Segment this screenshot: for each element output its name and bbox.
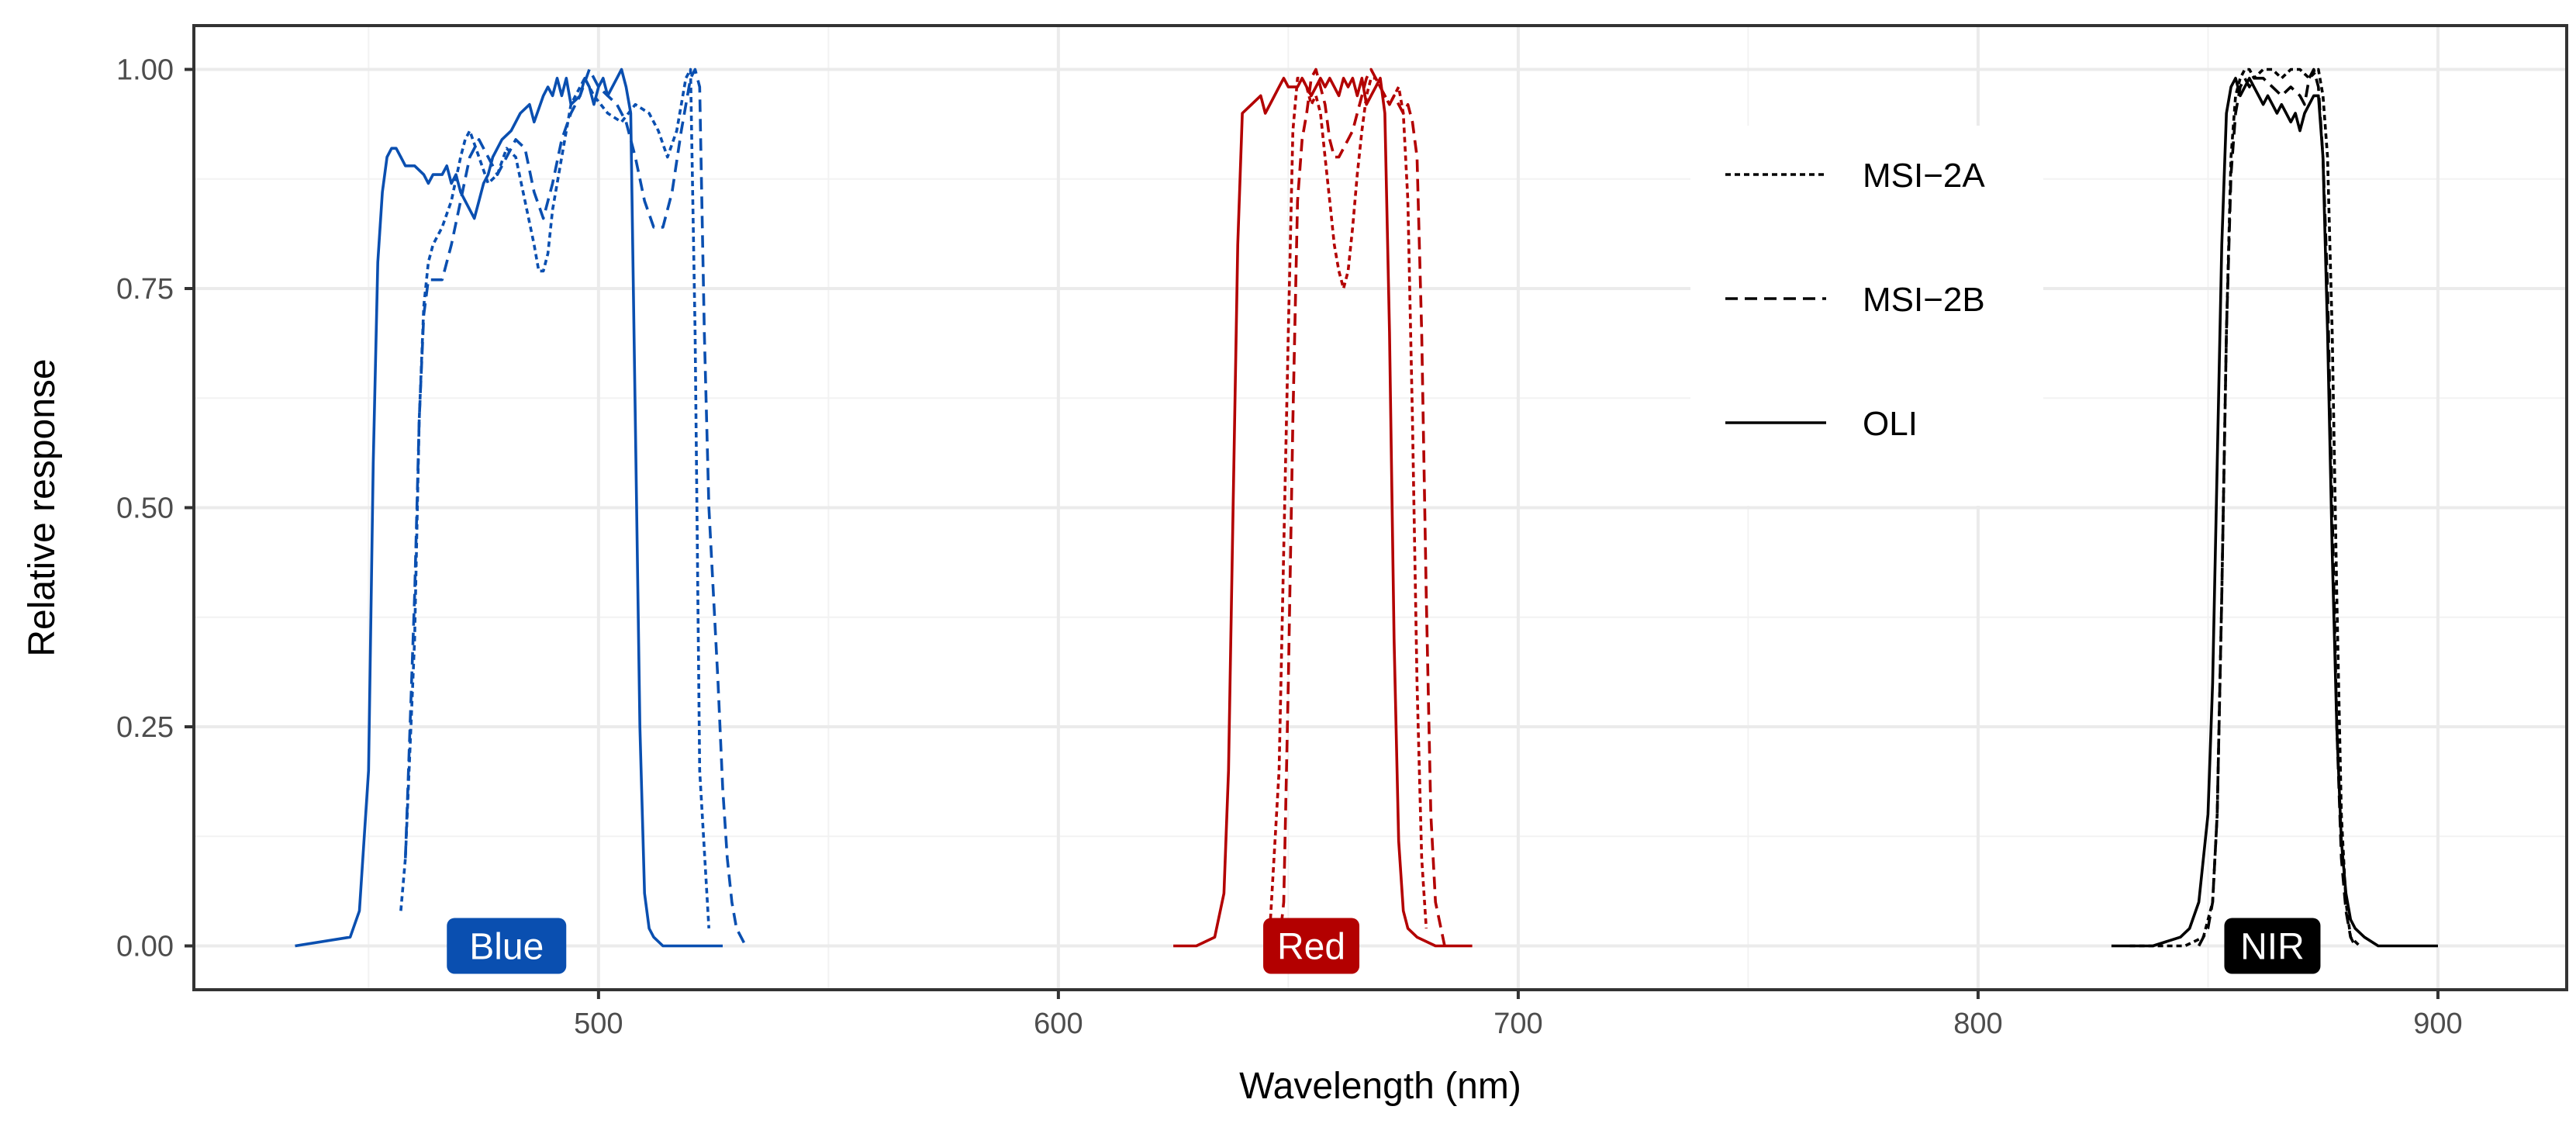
series-line-blue-dotted xyxy=(399,67,710,929)
y-tick-label: 0.00 xyxy=(116,931,174,963)
band-labels: Blue Red NIR xyxy=(447,918,2321,974)
band-label: Red xyxy=(1277,927,1345,968)
series-lines xyxy=(295,67,2438,948)
y-tick-label: 1.00 xyxy=(116,54,174,87)
x-tick-label: 700 xyxy=(1493,1008,1542,1040)
legend-label: OLI xyxy=(1863,405,1918,443)
x-tick-label: 600 xyxy=(1034,1008,1083,1040)
x-tick-label: 500 xyxy=(574,1008,623,1040)
series-line-red-solid xyxy=(1173,77,1473,948)
band-label: Blue xyxy=(469,927,544,968)
y-tick-label: 0.25 xyxy=(116,711,174,744)
series-line-blue-dashed xyxy=(404,67,748,947)
band-label-box xyxy=(447,918,567,974)
series-line-blue-solid xyxy=(295,67,723,948)
band-label: NIR xyxy=(2240,927,2305,968)
x-axis-title: Wavelength (nm) xyxy=(1239,1066,1521,1107)
y-axis-title: Relative response xyxy=(22,358,63,656)
grid-lines xyxy=(194,26,2567,990)
band-label-box xyxy=(2224,918,2321,974)
x-tick-label: 900 xyxy=(2413,1008,2462,1040)
y-tick-label: 0.75 xyxy=(116,273,174,306)
y-tick-label: 0.50 xyxy=(116,493,174,525)
series-line-red-dashed xyxy=(1277,67,1446,946)
legend-label: MSI−2B xyxy=(1863,281,1985,319)
legend-background xyxy=(1690,126,2043,506)
legend-label: MSI−2A xyxy=(1863,157,1985,195)
series-line-red-dotted xyxy=(1268,77,1428,929)
legend: MSI−2A MSI−2B OLI xyxy=(1690,126,2043,506)
x-tick-label: 800 xyxy=(1953,1008,2002,1040)
axes: 500 600 700 800 900 0.00 0.25 0.50 0.75 1.00 xyxy=(116,54,2463,1041)
band-label-box xyxy=(1263,918,1360,974)
series-line-nir-dashed xyxy=(2198,67,2357,947)
